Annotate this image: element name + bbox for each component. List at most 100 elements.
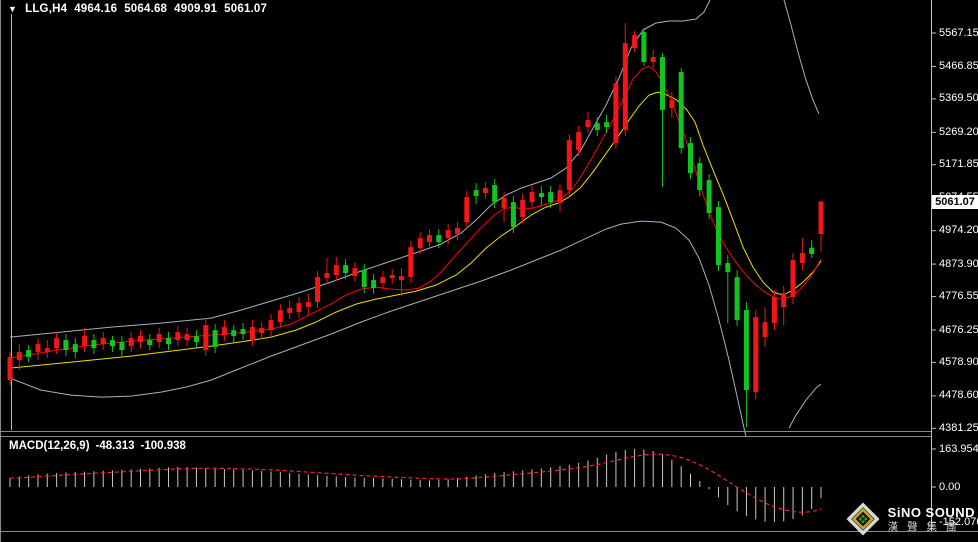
high-value: 5064.68 (124, 3, 168, 15)
candle-body (417, 238, 423, 249)
fast-ma-line (9, 65, 822, 359)
candle-body (492, 185, 498, 203)
candle-body (632, 35, 638, 49)
candle-body (259, 328, 265, 334)
candle-body (706, 180, 712, 214)
candle-body (287, 308, 293, 314)
candle-body (716, 207, 721, 266)
candle-body (604, 122, 610, 128)
price-tick-label: 5269.20 (939, 125, 978, 138)
candle-body (725, 263, 731, 273)
bollinger-lower-band (788, 383, 822, 429)
candle-body (166, 338, 171, 345)
candle-body (7, 357, 13, 381)
candle-body (231, 330, 237, 337)
candle-body (26, 350, 32, 358)
candle-body (473, 190, 479, 197)
candle-body (203, 325, 209, 351)
candle-body (72, 344, 78, 353)
candle-body (240, 329, 246, 335)
candle-body (445, 230, 451, 239)
candle-body (147, 340, 153, 346)
candle-body (128, 338, 134, 347)
price-tick-label: 5567.15 (939, 26, 978, 39)
candle-body (249, 327, 255, 341)
candle-body (408, 247, 414, 278)
candle-body (212, 330, 218, 348)
candle-body (63, 340, 69, 351)
candle-body (641, 32, 647, 62)
price-tick-label: 5369.50 (939, 92, 978, 105)
bollinger-upper-band (783, 0, 820, 115)
candle-body (427, 235, 432, 243)
candle-body (193, 336, 199, 343)
candle-body (399, 276, 404, 281)
candle-body (501, 198, 507, 209)
candle-body (529, 192, 535, 203)
price-tick-label: 4578.90 (939, 355, 978, 368)
candle-body (44, 348, 50, 353)
candle-body (361, 270, 367, 288)
candle-body (380, 277, 386, 284)
price-tick-label: 5171.85 (939, 158, 978, 171)
macd-signal-line (9, 453, 822, 513)
macd-tick-label: 0.00 (939, 480, 961, 493)
candle-body (436, 235, 442, 243)
candle-body (520, 200, 526, 218)
candle-body (538, 193, 544, 198)
candle-body (548, 192, 554, 203)
candle-body (510, 202, 516, 228)
candle-body (762, 322, 768, 338)
macd-indicator-label: MACD(12,26,9) -48.313 -100.938 (9, 440, 186, 452)
candle-body (268, 320, 274, 331)
candle-body (296, 303, 302, 313)
candle-body (678, 72, 684, 149)
candle-body (482, 188, 488, 194)
symbol-dropdown-icon[interactable]: ▼ (8, 4, 18, 14)
candle-body (82, 336, 88, 347)
candle-body (799, 253, 805, 264)
candle-body (184, 334, 190, 341)
candle-body (175, 332, 181, 341)
candle-body (688, 143, 693, 174)
candle-body (221, 327, 227, 336)
macd-signal-value: -100.938 (140, 440, 186, 452)
candle-body (669, 100, 675, 109)
sino-sound-diamond-icon (846, 502, 880, 536)
candle-body (576, 132, 582, 151)
logo-text-cn: 漢 聲 集 團 (887, 520, 960, 533)
price-tick-label: 4478.60 (939, 389, 978, 402)
low-value: 4909.91 (174, 3, 218, 15)
candle-body (697, 163, 703, 191)
candle-body (305, 302, 311, 308)
candle-body (771, 297, 777, 324)
candle-body (622, 43, 628, 131)
macd-tick-label: 163.954 (939, 442, 978, 455)
current-price-badge: 5061.07 (932, 195, 978, 209)
candle-body (277, 310, 283, 323)
candle-body (594, 123, 600, 131)
candle-body (119, 342, 125, 351)
candle-body (753, 317, 759, 393)
candle-body (54, 338, 60, 349)
price-tick-label: 4676.25 (939, 323, 978, 336)
chart-title: ▼ LLG,H4 4964.16 5064.68 4909.91 5061.07 (8, 3, 267, 15)
candle-body (110, 340, 115, 347)
candle-body (464, 197, 470, 223)
candle-body (324, 273, 330, 279)
macd-tick-label: -152.076 (939, 515, 978, 528)
price-tick-label: 4381.25 (939, 421, 978, 434)
price-tick-label: 4873.90 (939, 257, 978, 270)
candle-body (389, 275, 395, 279)
candle-body (743, 310, 749, 391)
slow-ma-line (9, 91, 822, 369)
candle-body (809, 247, 815, 254)
bollinger-upper-band (9, 0, 711, 338)
candle-body (333, 265, 339, 276)
candle-body (660, 57, 665, 111)
candle-body (91, 340, 97, 349)
candle-body (818, 201, 824, 234)
candle-body (343, 265, 349, 274)
candle-body (16, 352, 22, 361)
